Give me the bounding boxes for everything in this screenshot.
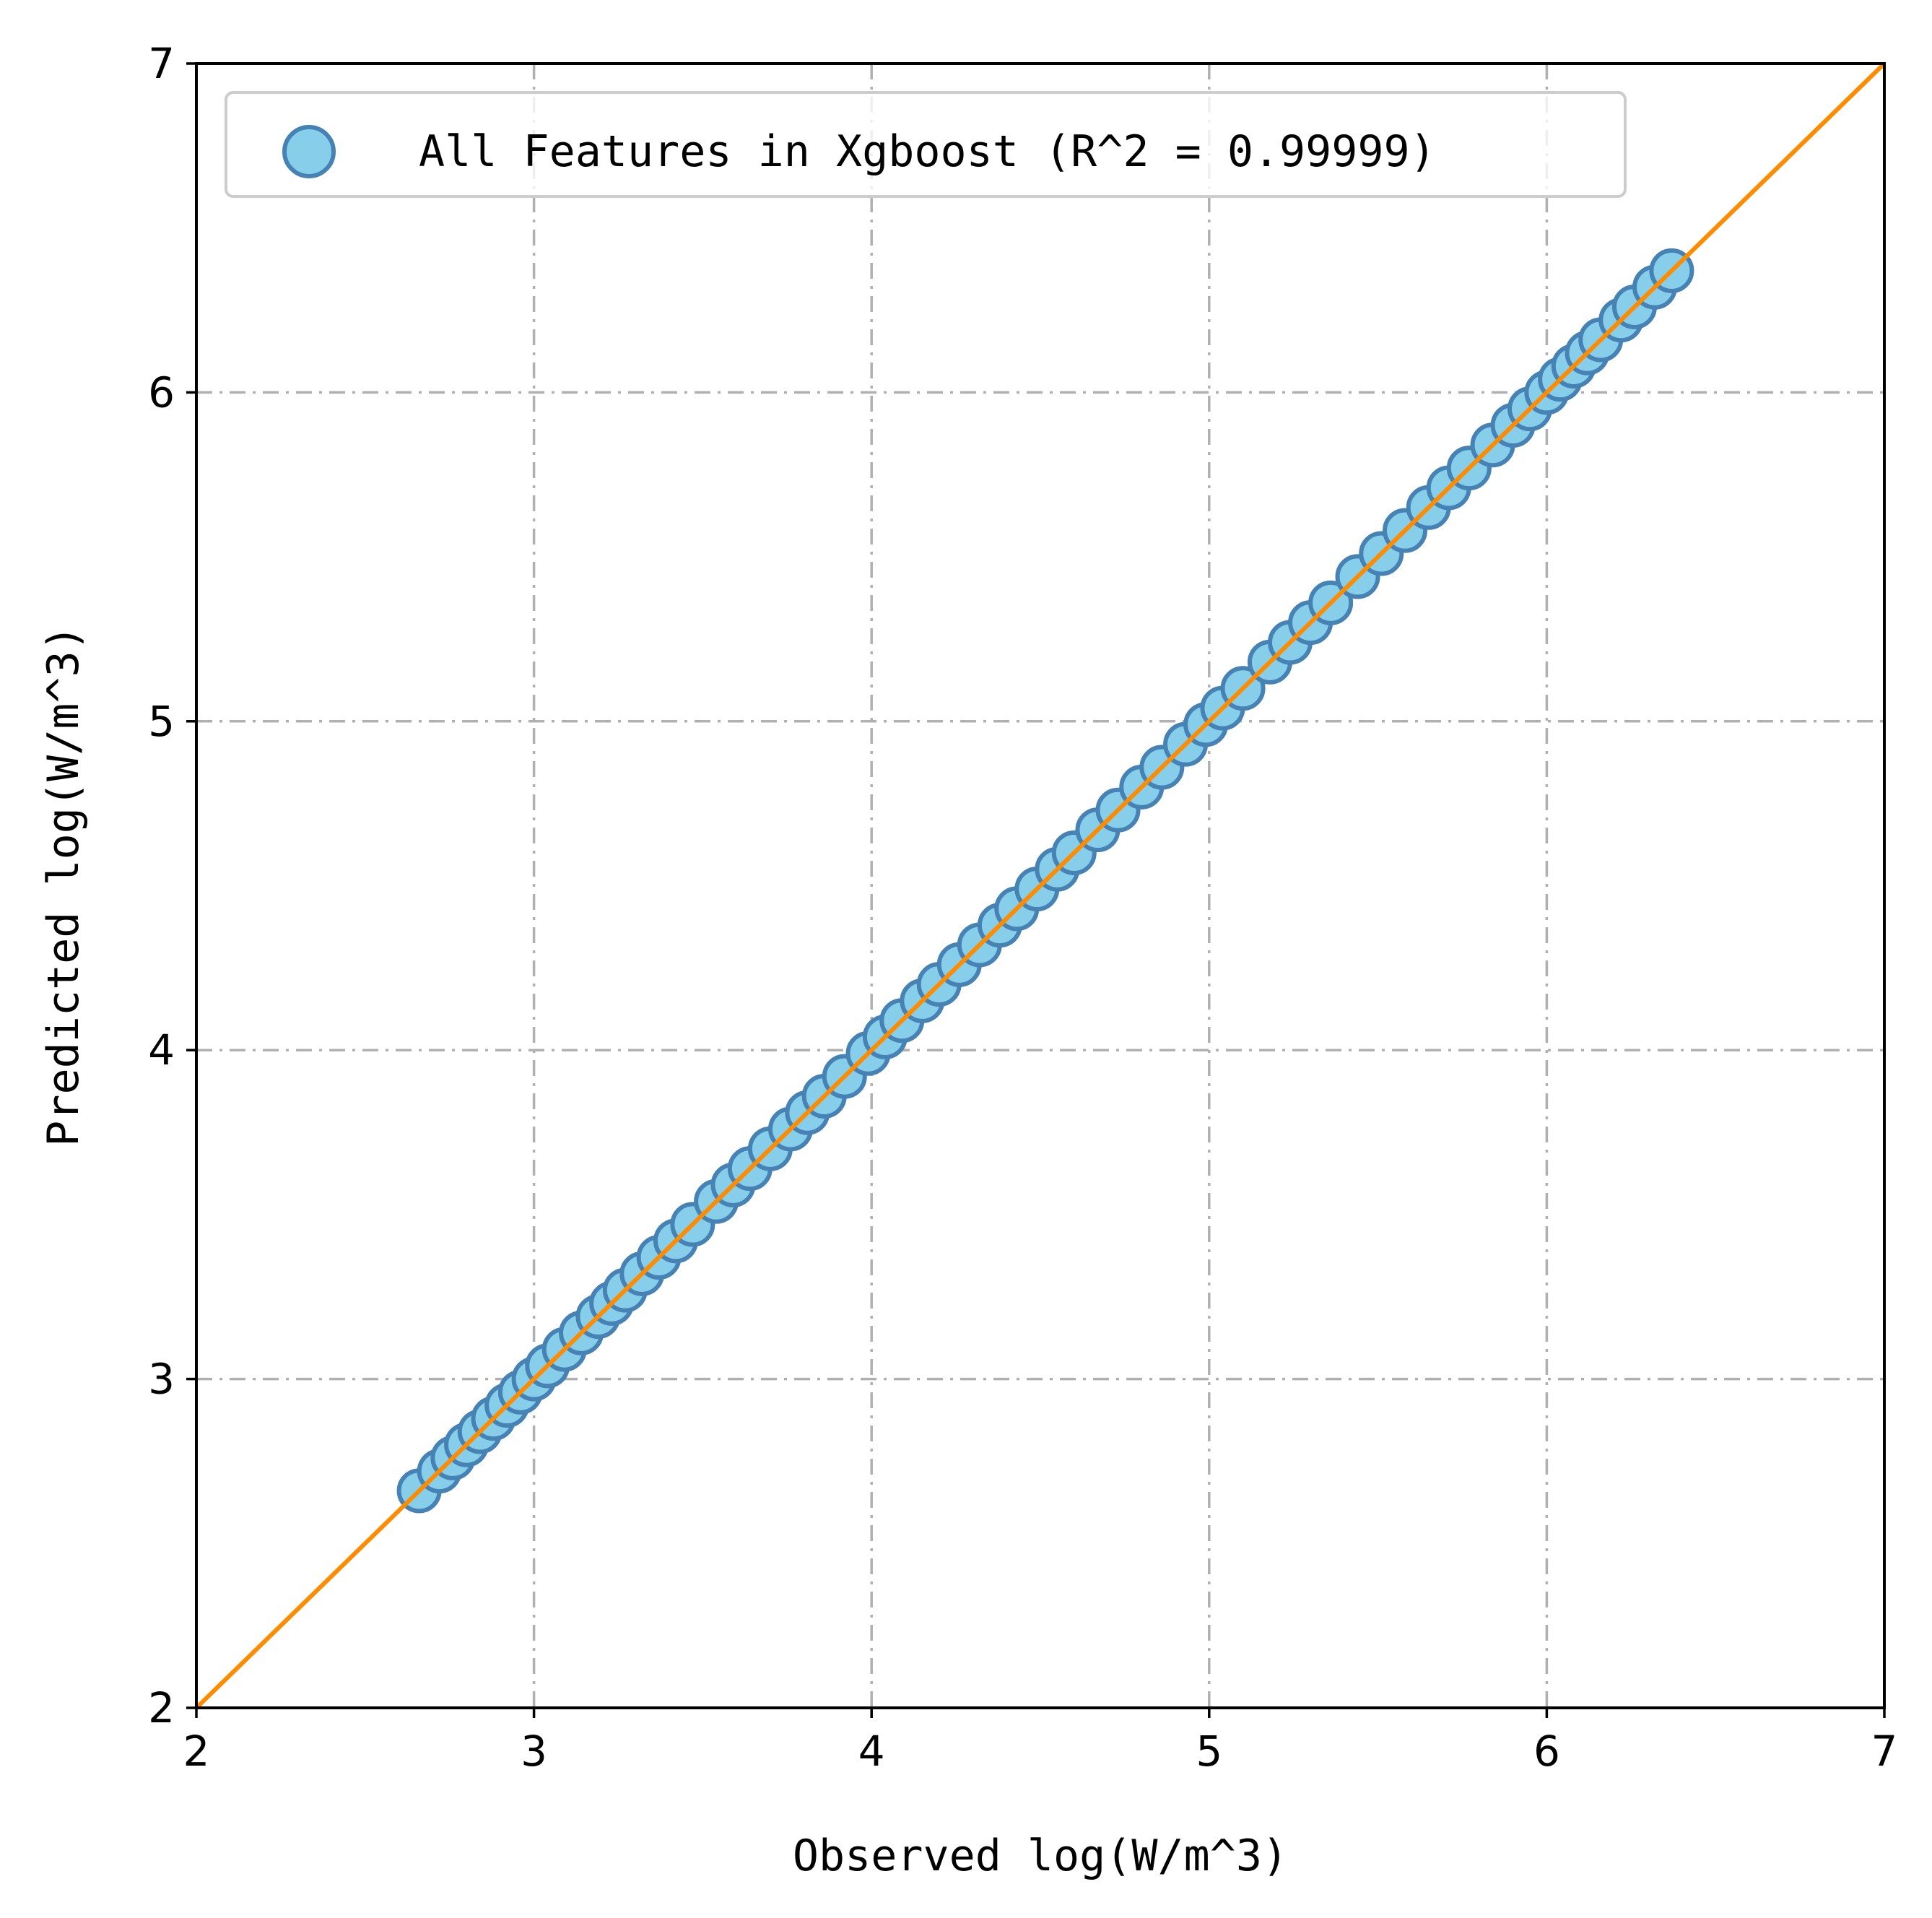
legend-marker [282,125,336,178]
legend-box [225,91,1627,198]
legend: All Features in Xgboost (R^2 = 0.99999) [225,91,1627,198]
y-tick-label: 3 [148,1355,175,1404]
y-tick-label: 6 [148,368,175,417]
grid-lines [196,64,1884,1708]
axis-ticks: 2 3 4 5 6 7 2 3 4 5 6 7 [148,39,1897,1776]
y-axis-label: Predicted log(W/m^3) [38,625,89,1146]
y-tick-label: 7 [148,39,175,88]
y-tick-label: 2 [148,1683,175,1732]
x-tick-label: 3 [521,1727,547,1776]
reference-line [194,61,1887,1710]
x-tick-label: 4 [858,1727,885,1776]
x-tick-label: 5 [1196,1727,1222,1776]
x-tick-label: 2 [183,1727,210,1776]
y-tick-label: 5 [148,697,175,746]
reference-line-layer [194,61,1887,1710]
x-axis-label: Observed log(W/m^3) [793,1831,1288,1881]
plot-frame [195,62,1886,1709]
x-tick-label: 6 [1533,1727,1560,1776]
legend-label: All Features in Xgboost (R^2 = 0.99999) [419,126,1436,177]
x-tick-label: 7 [1871,1727,1898,1776]
y-tick-label: 4 [148,1025,175,1075]
